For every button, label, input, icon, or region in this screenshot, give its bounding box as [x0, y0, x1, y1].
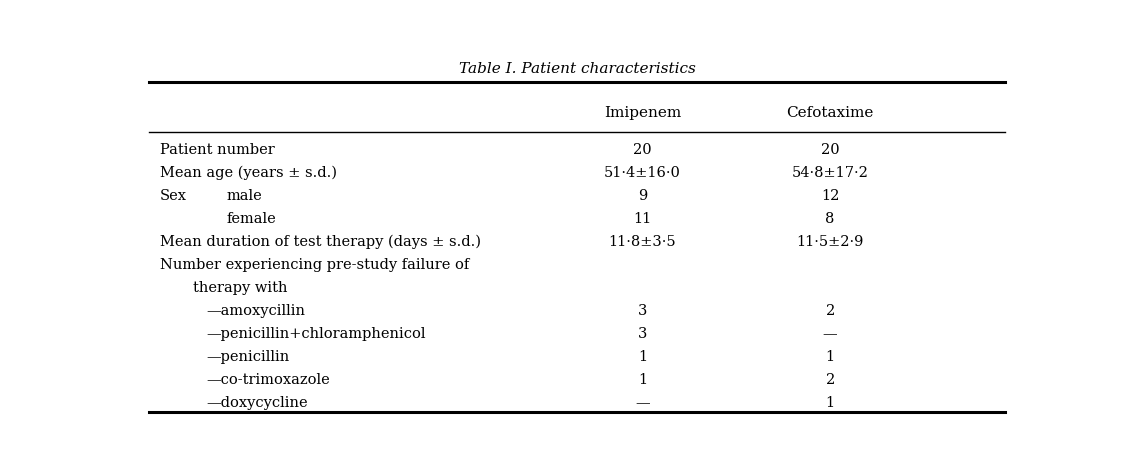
Text: 2: 2 — [825, 304, 834, 318]
Text: —: — — [823, 327, 838, 341]
Text: Number experiencing pre-study failure of: Number experiencing pre-study failure of — [160, 258, 470, 272]
Text: 8: 8 — [825, 212, 834, 226]
Text: 3: 3 — [637, 304, 647, 318]
Text: Table I. Patient characteristics: Table I. Patient characteristics — [458, 63, 696, 76]
Text: Mean duration of test therapy (days ± s.d.): Mean duration of test therapy (days ± s.… — [160, 235, 481, 249]
Text: 1: 1 — [825, 350, 834, 364]
Text: 51·4±16·0: 51·4±16·0 — [604, 166, 681, 180]
Text: Cefotaxime: Cefotaxime — [786, 107, 874, 120]
Text: therapy with: therapy with — [194, 281, 287, 295]
Text: 1: 1 — [825, 396, 834, 410]
Text: —: — — [635, 396, 650, 410]
Text: —amoxycillin: —amoxycillin — [206, 304, 305, 318]
Text: 11·5±2·9: 11·5±2·9 — [796, 235, 864, 249]
Text: female: female — [226, 212, 276, 226]
Text: 1: 1 — [638, 373, 647, 387]
Text: 20: 20 — [633, 143, 652, 157]
Text: —penicillin: —penicillin — [206, 350, 289, 364]
Text: 54·8±17·2: 54·8±17·2 — [792, 166, 868, 180]
Text: Imipenem: Imipenem — [604, 107, 681, 120]
Text: —doxycycline: —doxycycline — [206, 396, 307, 410]
Text: 2: 2 — [825, 373, 834, 387]
Text: 12: 12 — [821, 189, 839, 203]
Text: —penicillin+chloramphenicol: —penicillin+chloramphenicol — [206, 327, 426, 341]
Text: —co-trimoxazole: —co-trimoxazole — [206, 373, 330, 387]
Text: male: male — [226, 189, 262, 203]
Text: Mean age (years ± s.d.): Mean age (years ± s.d.) — [160, 166, 337, 180]
Text: 11: 11 — [634, 212, 652, 226]
Text: 11·8±3·5: 11·8±3·5 — [609, 235, 677, 249]
Text: Patient number: Patient number — [160, 143, 275, 157]
Text: 3: 3 — [637, 327, 647, 341]
Text: 1: 1 — [638, 350, 647, 364]
Text: 20: 20 — [821, 143, 840, 157]
Text: Sex: Sex — [160, 189, 187, 203]
Text: 9: 9 — [638, 189, 647, 203]
